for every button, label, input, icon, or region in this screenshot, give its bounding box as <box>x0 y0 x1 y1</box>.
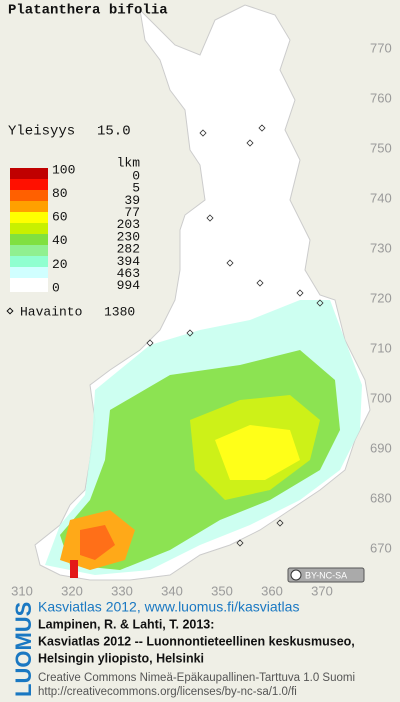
legend-swatch <box>10 256 48 267</box>
count-label: 463 <box>117 266 140 281</box>
brand: LUOMUS <box>11 602 36 697</box>
license: Creative Commons Nimeä-Epäkaupallinen-Ta… <box>38 672 355 698</box>
count-label: 282 <box>117 242 140 257</box>
legend-swatch <box>10 179 48 190</box>
distribution <box>45 300 362 578</box>
cc-icon <box>290 569 302 581</box>
easting-label: 370 <box>311 583 333 598</box>
area-higher <box>215 425 300 480</box>
frequency-label: Yleisyys <box>8 124 75 140</box>
observations-value: 1380 <box>104 304 135 319</box>
area-hot <box>80 525 115 560</box>
legend-swatch <box>10 267 48 278</box>
count-label: 39 <box>124 193 140 208</box>
northing-label: 670 <box>370 540 392 555</box>
easting-label: 330 <box>111 583 133 598</box>
easting-label: 340 <box>161 583 183 598</box>
scale-label: 40 <box>52 233 68 248</box>
northing-label: 730 <box>370 240 392 255</box>
easting-label: 350 <box>211 583 233 598</box>
northing-label: 770 <box>370 40 392 55</box>
observations-label: Havainto <box>20 304 82 319</box>
atlas-link[interactable]: Kasviatlas 2012, www.luomus.fi/kasviatla… <box>38 599 299 615</box>
legend-swatch <box>10 201 48 212</box>
northing-label: 760 <box>370 90 392 105</box>
scale-label: 20 <box>52 257 68 272</box>
citation-line: Helsingin yliopisto, Helsinki <box>38 651 204 665</box>
northing-label: 680 <box>370 490 392 505</box>
observation-markers <box>146 124 324 547</box>
frequency-value: 15.0 <box>97 124 131 140</box>
scale-label: 60 <box>52 210 68 225</box>
legend-swatch <box>10 245 48 256</box>
easting-label: 360 <box>261 583 283 598</box>
license-line: http://creativecommons.org/licenses/by-n… <box>38 686 297 698</box>
license-line: Creative Commons Nimeä-Epäkaupallinen-Ta… <box>38 672 355 684</box>
legend-swatch <box>10 234 48 245</box>
northing-label: 700 <box>370 390 392 405</box>
northing-label: 690 <box>370 440 392 455</box>
count-label: 5 <box>132 181 140 196</box>
count-header: lkm <box>117 155 141 170</box>
scale-label: 100 <box>52 162 75 177</box>
count-label: 77 <box>124 205 140 220</box>
citation-line: Lampinen, R. & Lahti, T. 2013: <box>38 617 214 631</box>
scale-label: 80 <box>52 186 68 201</box>
observation-icon <box>6 307 14 315</box>
northing-label: 740 <box>370 190 392 205</box>
species-title: Platanthera bifolia <box>8 3 168 19</box>
northing-label: 710 <box>370 340 392 355</box>
citation: Lampinen, R. & Lahti, T. 2013: Kasviatlas… <box>38 617 355 665</box>
legend-swatch <box>10 190 48 201</box>
count-label: 230 <box>117 229 140 244</box>
northing-label: 750 <box>370 140 392 155</box>
finland-map <box>34 4 371 581</box>
easting-label: 320 <box>61 583 83 598</box>
count-label: 994 <box>117 278 141 293</box>
marker <box>146 124 324 547</box>
citation-line: Kasviatlas 2012 -- Luonnontieteellinen k… <box>38 634 355 648</box>
legend-swatch <box>10 278 48 292</box>
count-label: 394 <box>117 254 141 269</box>
count-label: 203 <box>117 217 140 232</box>
northing-label: 720 <box>370 290 392 305</box>
license-badge-text: BY-NC-SA <box>305 570 347 580</box>
count-label: 0 <box>132 168 140 183</box>
legend-swatch <box>10 223 48 234</box>
legend-swatch <box>10 212 48 223</box>
license-badge <box>287 567 365 583</box>
legend-swatch <box>10 168 48 179</box>
easting-label: 310 <box>11 583 33 598</box>
area-max <box>70 560 78 578</box>
scale-label: 0 <box>52 280 60 295</box>
